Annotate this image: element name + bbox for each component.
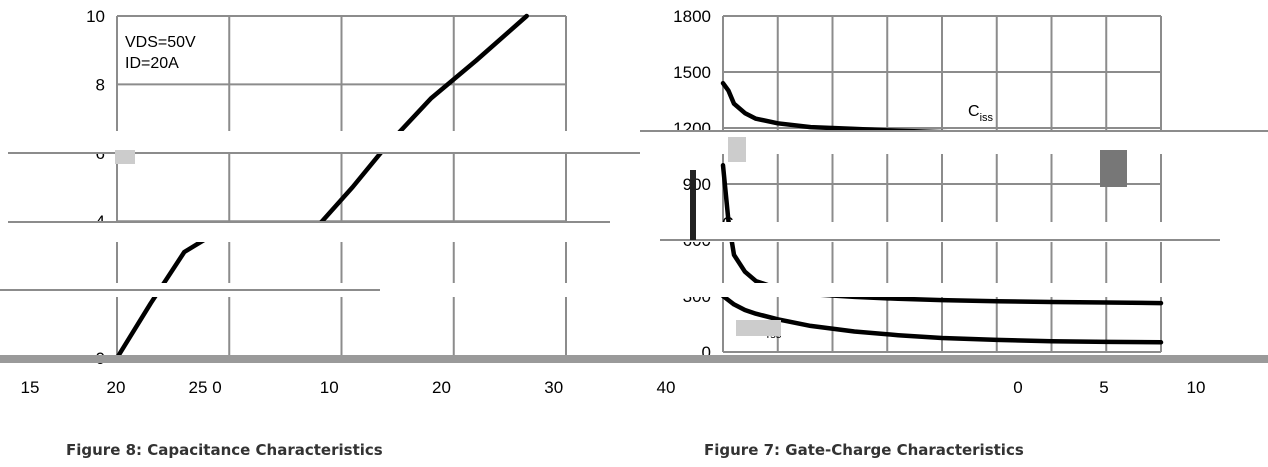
x-tick-label-capacitance: 5: [1099, 378, 1108, 397]
capacitance-figure-caption: Figure 8: Capacitance Characteristics: [66, 441, 383, 459]
y-tick-label: 0: [702, 343, 711, 362]
x-tick-label-gate-charge: 40: [657, 378, 676, 397]
x-tick-label-capacitance: 0: [1013, 378, 1022, 397]
y-tick-label: 1500: [673, 63, 711, 82]
gate-charge-figure-caption: Figure 7: Gate-Charge Characteristics: [704, 441, 1024, 459]
overlay-ticks: 0 10 20 30 40 0 5 10 15 20 25: [21, 378, 1206, 397]
annotation-vds: VDS=50V: [125, 34, 196, 51]
y-tick-label: 1800: [673, 7, 711, 26]
x-tick-label-capacitance: 25: [189, 378, 208, 397]
x-tick-label-gate-charge: 20: [432, 378, 451, 397]
x-tick-label-capacitance: 15: [21, 378, 40, 397]
y-tick-label: 10: [86, 7, 105, 26]
x-tick-label-capacitance: 10: [1187, 378, 1206, 397]
series-line-crss: [720, 293, 1164, 345]
y-tick-label: 900: [683, 175, 711, 194]
x-tick-label-gate-charge: 0: [212, 378, 221, 397]
x-tick-label-gate-charge: 10: [320, 378, 339, 397]
annotation-id: ID=20A: [125, 55, 179, 72]
x-tick-label-gate-charge: 30: [544, 378, 563, 397]
y-tick-label: 8: [96, 75, 105, 94]
render-artifacts: [0, 130, 1268, 363]
x-tick-label-capacitance: 20: [107, 378, 126, 397]
